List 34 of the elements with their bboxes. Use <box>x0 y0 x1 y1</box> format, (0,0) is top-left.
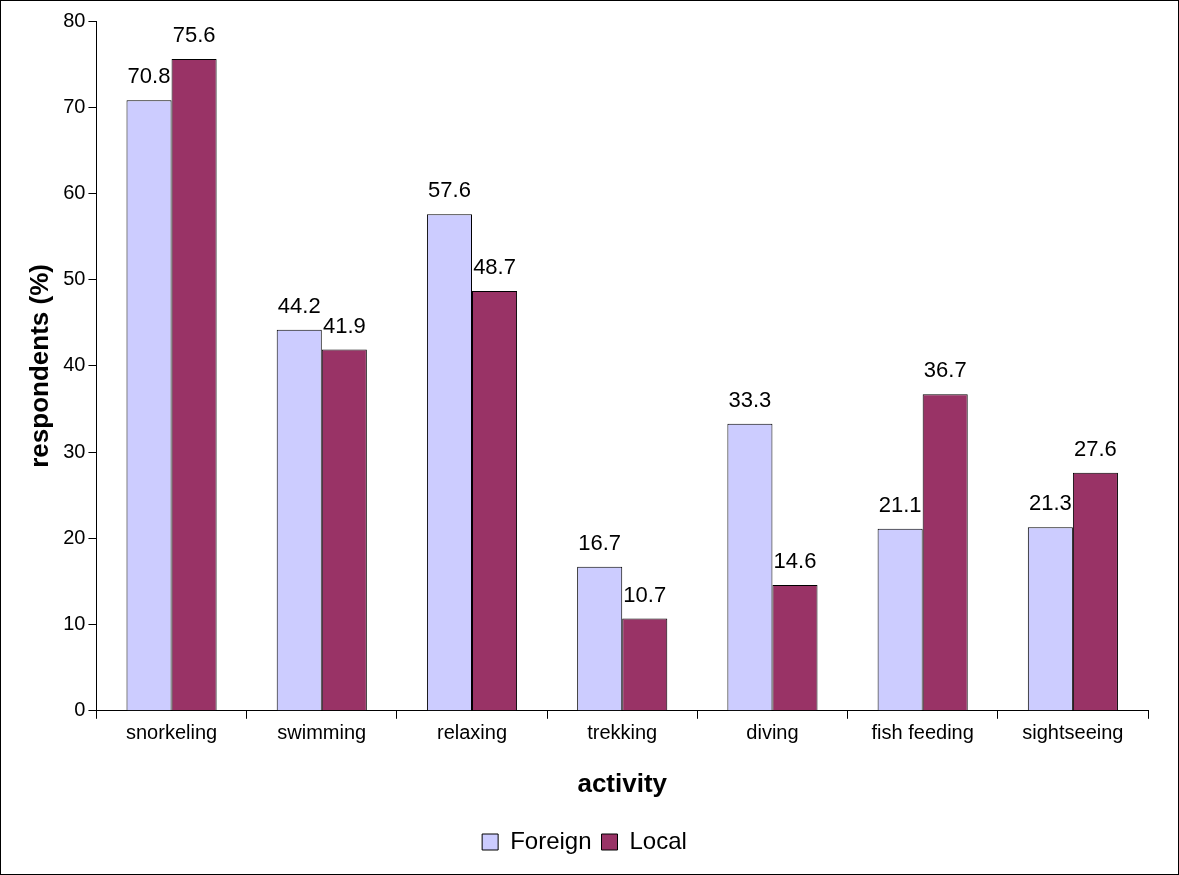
data-label: 44.2 <box>277 292 321 318</box>
y-tick-label: 40 <box>63 353 86 376</box>
x-tick-label: swimming <box>277 721 367 744</box>
data-label: 36.7 <box>923 357 967 383</box>
data-label: 41.9 <box>322 312 366 338</box>
data-label: 10.7 <box>623 581 667 607</box>
data-label: 57.6 <box>428 177 471 203</box>
x-tick-label: trekking <box>587 721 658 744</box>
data-label: 33.3 <box>728 386 772 412</box>
y-tick-label: 0 <box>74 698 86 721</box>
x-axis-title: activity <box>577 767 668 798</box>
data-label: 27.6 <box>1074 435 1117 461</box>
x-tick-label: diving <box>746 721 799 744</box>
legend-label: Foreign <box>510 826 592 854</box>
data-label: 70.8 <box>127 63 171 89</box>
data-label: 75.6 <box>172 22 216 47</box>
data-label: 21.1 <box>878 491 922 517</box>
x-tick-label: sightseeing <box>1022 721 1124 744</box>
data-label: 14.6 <box>773 547 817 573</box>
y-tick-label: 20 <box>63 525 86 548</box>
y-tick-label: 80 <box>63 8 86 31</box>
legend-label: Local <box>629 826 687 854</box>
y-tick-label: 60 <box>63 180 86 203</box>
data-label: 16.7 <box>578 529 622 555</box>
y-tick-label: 10 <box>63 612 86 635</box>
y-tick-label: 30 <box>63 439 86 462</box>
x-tick-label: snorkeling <box>125 721 218 744</box>
y-axis-title: respondents (%) <box>23 264 54 468</box>
data-label: 21.3 <box>1028 490 1072 516</box>
x-tick-label: relaxing <box>436 721 508 744</box>
data-label: 48.7 <box>473 253 516 279</box>
y-tick-label: 70 <box>63 94 86 117</box>
x-tick-label: fish feeding <box>871 721 974 744</box>
y-tick-label: 50 <box>63 267 86 290</box>
